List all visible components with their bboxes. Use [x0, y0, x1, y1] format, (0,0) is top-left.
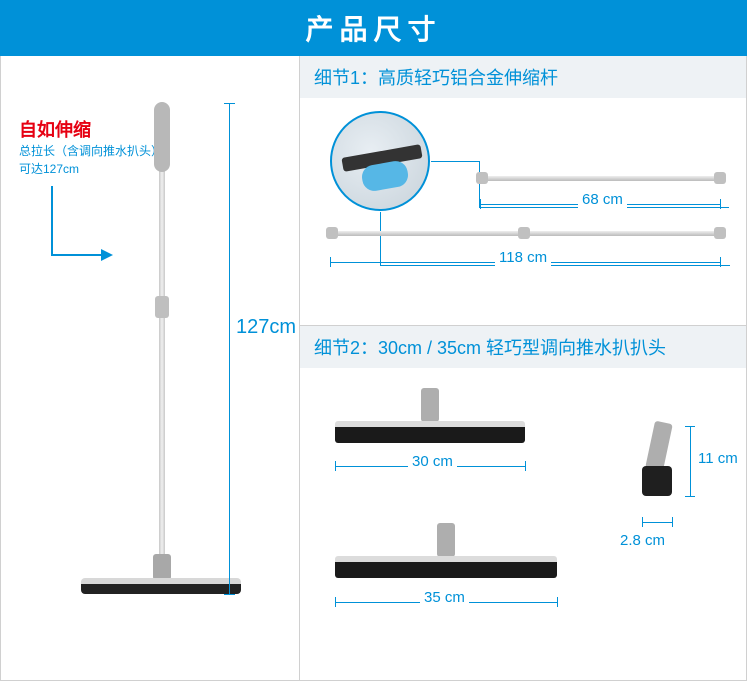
- dimension-cap: [685, 426, 695, 427]
- banner-title: 产品尺寸: [0, 0, 747, 56]
- squeegee-joint: [421, 388, 439, 422]
- detail2-title: 细节2：30cm / 35cm 轻巧型调向推水扒扒头: [300, 326, 746, 368]
- arrow-head-icon: [101, 249, 113, 261]
- dimension-cap: [480, 199, 481, 209]
- dimension-cap: [335, 597, 336, 607]
- dimension-label-68: 68 cm: [578, 191, 627, 208]
- dimension-cap: [525, 461, 526, 471]
- panel-detail-1: 细节1：高质轻巧铝合金伸缩杆 68 cm 118 cm: [300, 56, 747, 326]
- dimension-label-2p8: 2.8 cm: [620, 532, 665, 549]
- callout-line1: 总拉长（含调向推水扒头）: [19, 144, 163, 158]
- leader-line: [431, 161, 479, 162]
- dimension-cap: [685, 496, 695, 497]
- dimension-label-127: 127cm: [236, 316, 296, 339]
- joint-side-lower: [642, 466, 672, 496]
- mop-head: [81, 578, 241, 594]
- rod-end: [476, 172, 488, 184]
- callout-subtitle: 总拉长（含调向推水扒头） 可达127cm: [19, 142, 163, 178]
- rod-short: [480, 176, 720, 181]
- arrow-segment: [51, 186, 53, 256]
- squeegee-joint: [437, 523, 455, 557]
- dimension-cap: [720, 257, 721, 267]
- mop-grip: [154, 102, 170, 172]
- panel-detail-2: 细节2：30cm / 35cm 轻巧型调向推水扒扒头 30 cm 35 cm 1…: [300, 326, 747, 681]
- rod-end: [518, 227, 530, 239]
- dimension-cap: [335, 461, 336, 471]
- dimension-cap: [720, 199, 721, 209]
- leader-line: [380, 212, 381, 265]
- rod-end: [714, 227, 726, 239]
- dimension-label-35: 35 cm: [420, 589, 469, 606]
- dimension-line: [229, 104, 230, 594]
- callout-line2: 可达127cm: [19, 162, 79, 176]
- dimension-cap: [557, 597, 558, 607]
- dimension-label-11: 11 cm: [698, 450, 738, 467]
- dimension-line: [690, 426, 691, 496]
- mop-joint: [155, 296, 169, 318]
- squeegee-head-35: [335, 556, 557, 578]
- rod-end: [326, 227, 338, 239]
- callout-title: 自如伸缩: [19, 116, 91, 142]
- dimension-cap: [224, 594, 235, 595]
- detail1-title: 细节1：高质轻巧铝合金伸缩杆: [300, 56, 746, 98]
- panel-main-product: 自如伸缩 总拉长（含调向推水扒头） 可达127cm 127cm: [0, 56, 300, 681]
- dimension-cap: [642, 517, 643, 527]
- dimension-cap: [672, 517, 673, 527]
- arrow-segment: [51, 254, 101, 256]
- detail-photo-circle: [330, 111, 430, 211]
- dimension-label-118: 118 cm: [495, 249, 551, 266]
- dimension-cap: [224, 103, 235, 104]
- squeegee-head-30: [335, 421, 525, 443]
- layout-grid: 自如伸缩 总拉长（含调向推水扒头） 可达127cm 127cm 细节1：高质轻巧…: [0, 56, 747, 681]
- rod-end: [714, 172, 726, 184]
- joint-side-upper: [645, 421, 673, 472]
- mop-pole: [159, 104, 165, 564]
- dimension-label-30: 30 cm: [408, 453, 457, 470]
- leader-line: [380, 265, 730, 266]
- dimension-line: [642, 522, 672, 523]
- dimension-cap: [330, 257, 331, 267]
- mop-knuckle: [153, 554, 171, 580]
